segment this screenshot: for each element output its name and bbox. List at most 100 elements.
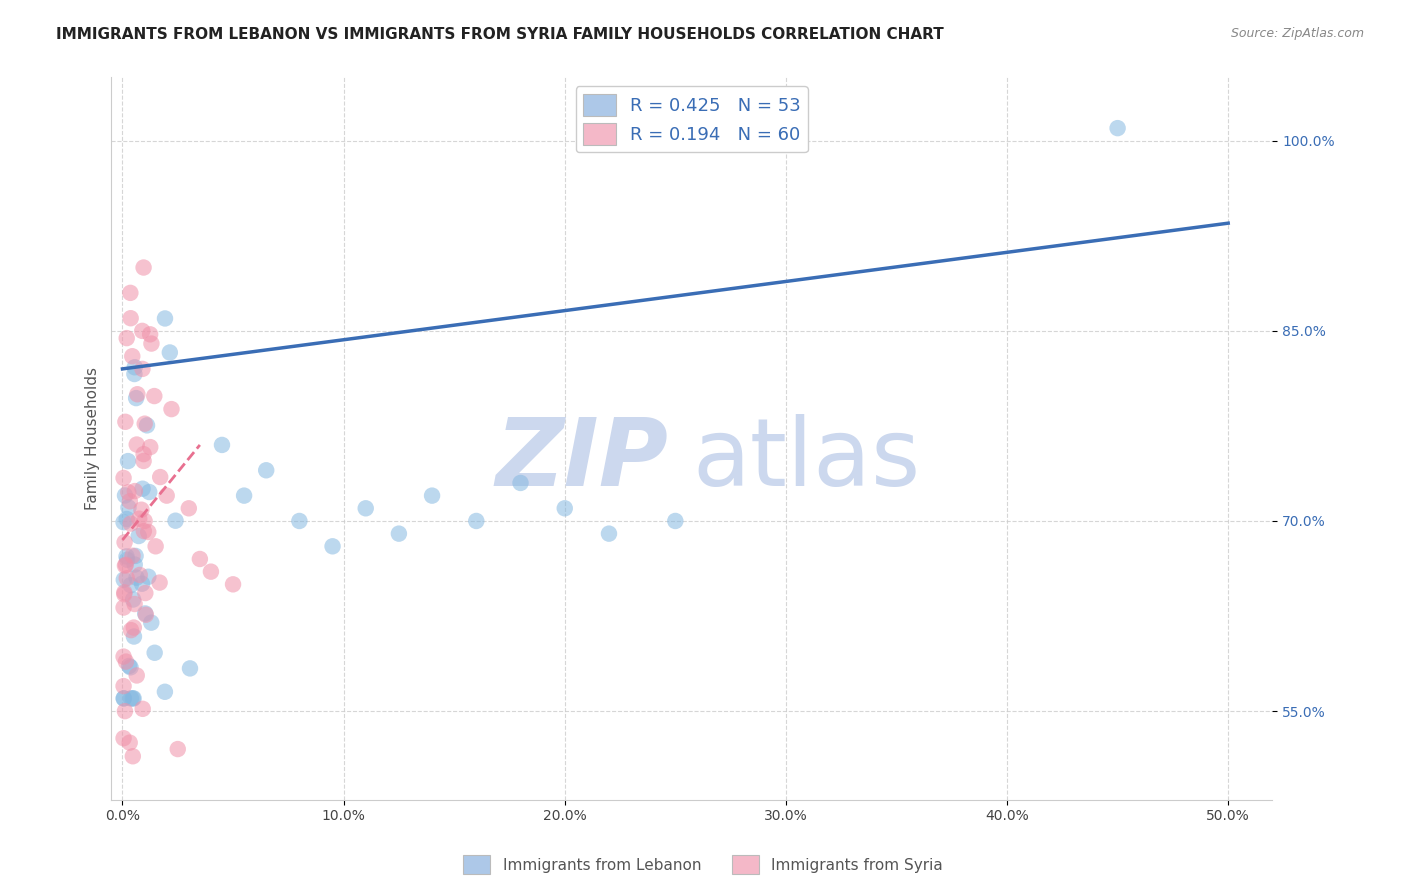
Point [254,463,277,477]
Point [112,600,135,615]
Point [114,704,136,718]
Point [509,475,531,490]
Point [554,501,576,516]
Point [322,539,344,553]
Point [165,514,187,528]
Point [149,575,172,590]
Point [124,558,146,572]
Point [117,454,139,468]
Point [598,526,620,541]
Point [112,573,135,587]
Point [118,494,141,508]
Point [149,470,172,484]
Point [160,402,183,417]
Point [139,327,162,342]
Point [115,549,138,564]
Point [114,488,136,502]
Point [117,500,139,515]
Point [120,285,142,300]
Point [114,415,136,429]
Point [120,691,142,706]
Point [141,336,163,351]
Legend: R = 0.425   N = 53, R = 0.194   N = 60: R = 0.425 N = 53, R = 0.194 N = 60 [576,87,808,153]
Point [125,668,148,682]
Point [118,659,141,673]
Point [114,558,136,573]
Point [465,514,488,528]
Point [120,578,142,592]
Point [136,418,159,433]
Point [188,552,211,566]
Point [179,661,201,675]
Point [200,565,222,579]
Point [156,489,179,503]
Point [153,311,176,326]
Point [134,586,156,600]
Point [117,485,139,500]
Point [112,691,135,706]
Point [124,360,146,375]
Point [127,387,149,401]
Point [166,742,188,756]
Point [124,484,146,499]
Point [131,576,153,591]
Point [354,501,377,516]
Point [122,621,145,635]
Point [388,526,411,541]
Point [131,362,153,376]
Point [115,553,138,567]
Point [112,515,135,529]
Point [112,679,135,693]
Text: ZIP: ZIP [496,414,669,507]
Point [131,502,153,516]
Point [112,471,135,485]
Point [124,597,146,611]
Point [115,512,138,526]
Point [132,524,155,538]
Point [112,649,135,664]
Point [121,749,143,764]
Point [120,311,142,326]
Point [121,549,143,563]
Point [131,702,153,716]
Legend: Immigrants from Lebanon, Immigrants from Syria: Immigrants from Lebanon, Immigrants from… [457,849,949,880]
Point [177,501,200,516]
Point [134,514,156,528]
Point [153,685,176,699]
Point [664,514,686,528]
Point [115,571,138,585]
Point [112,731,135,746]
Point [125,437,148,451]
Point [114,535,136,549]
Point [233,489,256,503]
Point [211,438,233,452]
Point [143,389,166,403]
Point [135,607,157,622]
Point [112,585,135,599]
Point [115,655,138,669]
Point [120,623,142,637]
Text: Source: ZipAtlas.com: Source: ZipAtlas.com [1230,27,1364,40]
Point [121,691,143,706]
Point [131,482,153,496]
Point [122,691,145,706]
Point [139,440,162,454]
Point [136,524,159,539]
Point [114,558,136,572]
Point [159,345,181,359]
Point [112,691,135,706]
Point [420,489,443,503]
Point [132,454,155,468]
Point [122,592,145,607]
Point [112,587,135,601]
Point [124,549,146,563]
Point [115,331,138,345]
Text: atlas: atlas [692,414,920,507]
Point [120,660,142,674]
Point [141,615,163,630]
Point [125,391,148,405]
Point [121,349,143,363]
Point [134,417,156,431]
Point [131,324,153,338]
Point [124,367,146,381]
